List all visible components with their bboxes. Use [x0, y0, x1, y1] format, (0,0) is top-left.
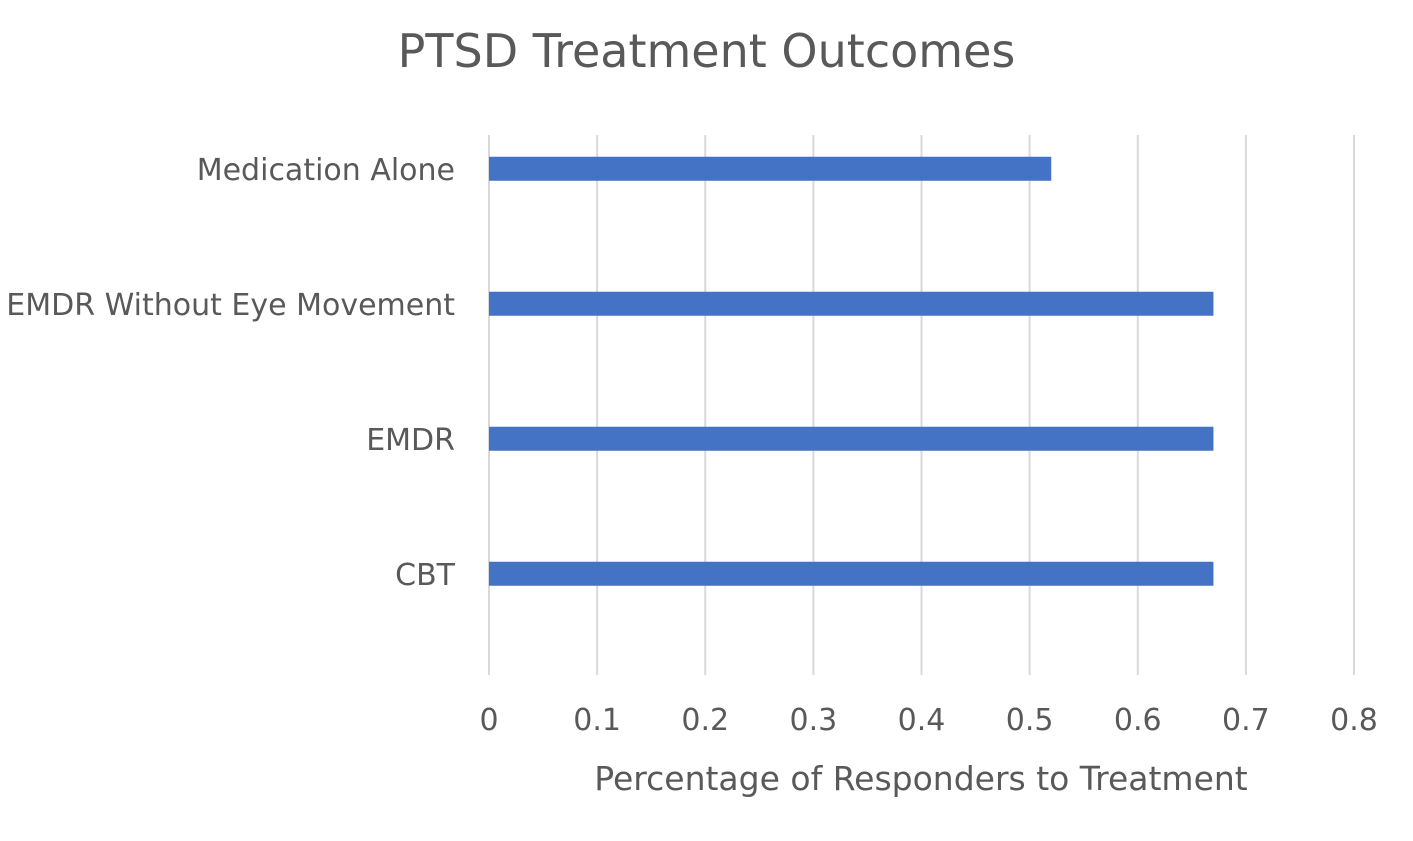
bar: [489, 561, 1214, 586]
category-labels: Medication Alone EMDR Without Eye Movemen…: [6, 153, 455, 593]
chart-title: PTSD Treatment Outcomes: [397, 24, 1016, 78]
x-axis-label: Percentage of Responders to Treatment: [594, 759, 1248, 798]
x-tick-label: 0.5: [1006, 703, 1054, 738]
bar: [489, 156, 1052, 181]
bar: [489, 291, 1214, 316]
category-label: Medication Alone: [197, 153, 455, 188]
category-label: CBT: [395, 558, 456, 593]
x-tick-label: 0.8: [1330, 703, 1378, 738]
x-tick-label: 0.4: [898, 703, 946, 738]
x-tick-label: 0.6: [1114, 703, 1162, 738]
bars: [489, 156, 1214, 586]
x-tick-label: 0: [479, 703, 498, 738]
category-label: EMDR Without Eye Movement: [6, 288, 455, 323]
x-tick-label: 0.1: [573, 703, 621, 738]
x-tick-label: 0.2: [681, 703, 729, 738]
x-tick-label: 0.3: [790, 703, 838, 738]
x-tick-labels: 0 0.1 0.2 0.3 0.4 0.5 0.6 0.7 0.8: [479, 703, 1377, 738]
gridlines: [488, 135, 1355, 675]
category-label: EMDR: [366, 423, 455, 458]
x-tick-label: 0.7: [1222, 703, 1270, 738]
bar: [489, 426, 1214, 451]
